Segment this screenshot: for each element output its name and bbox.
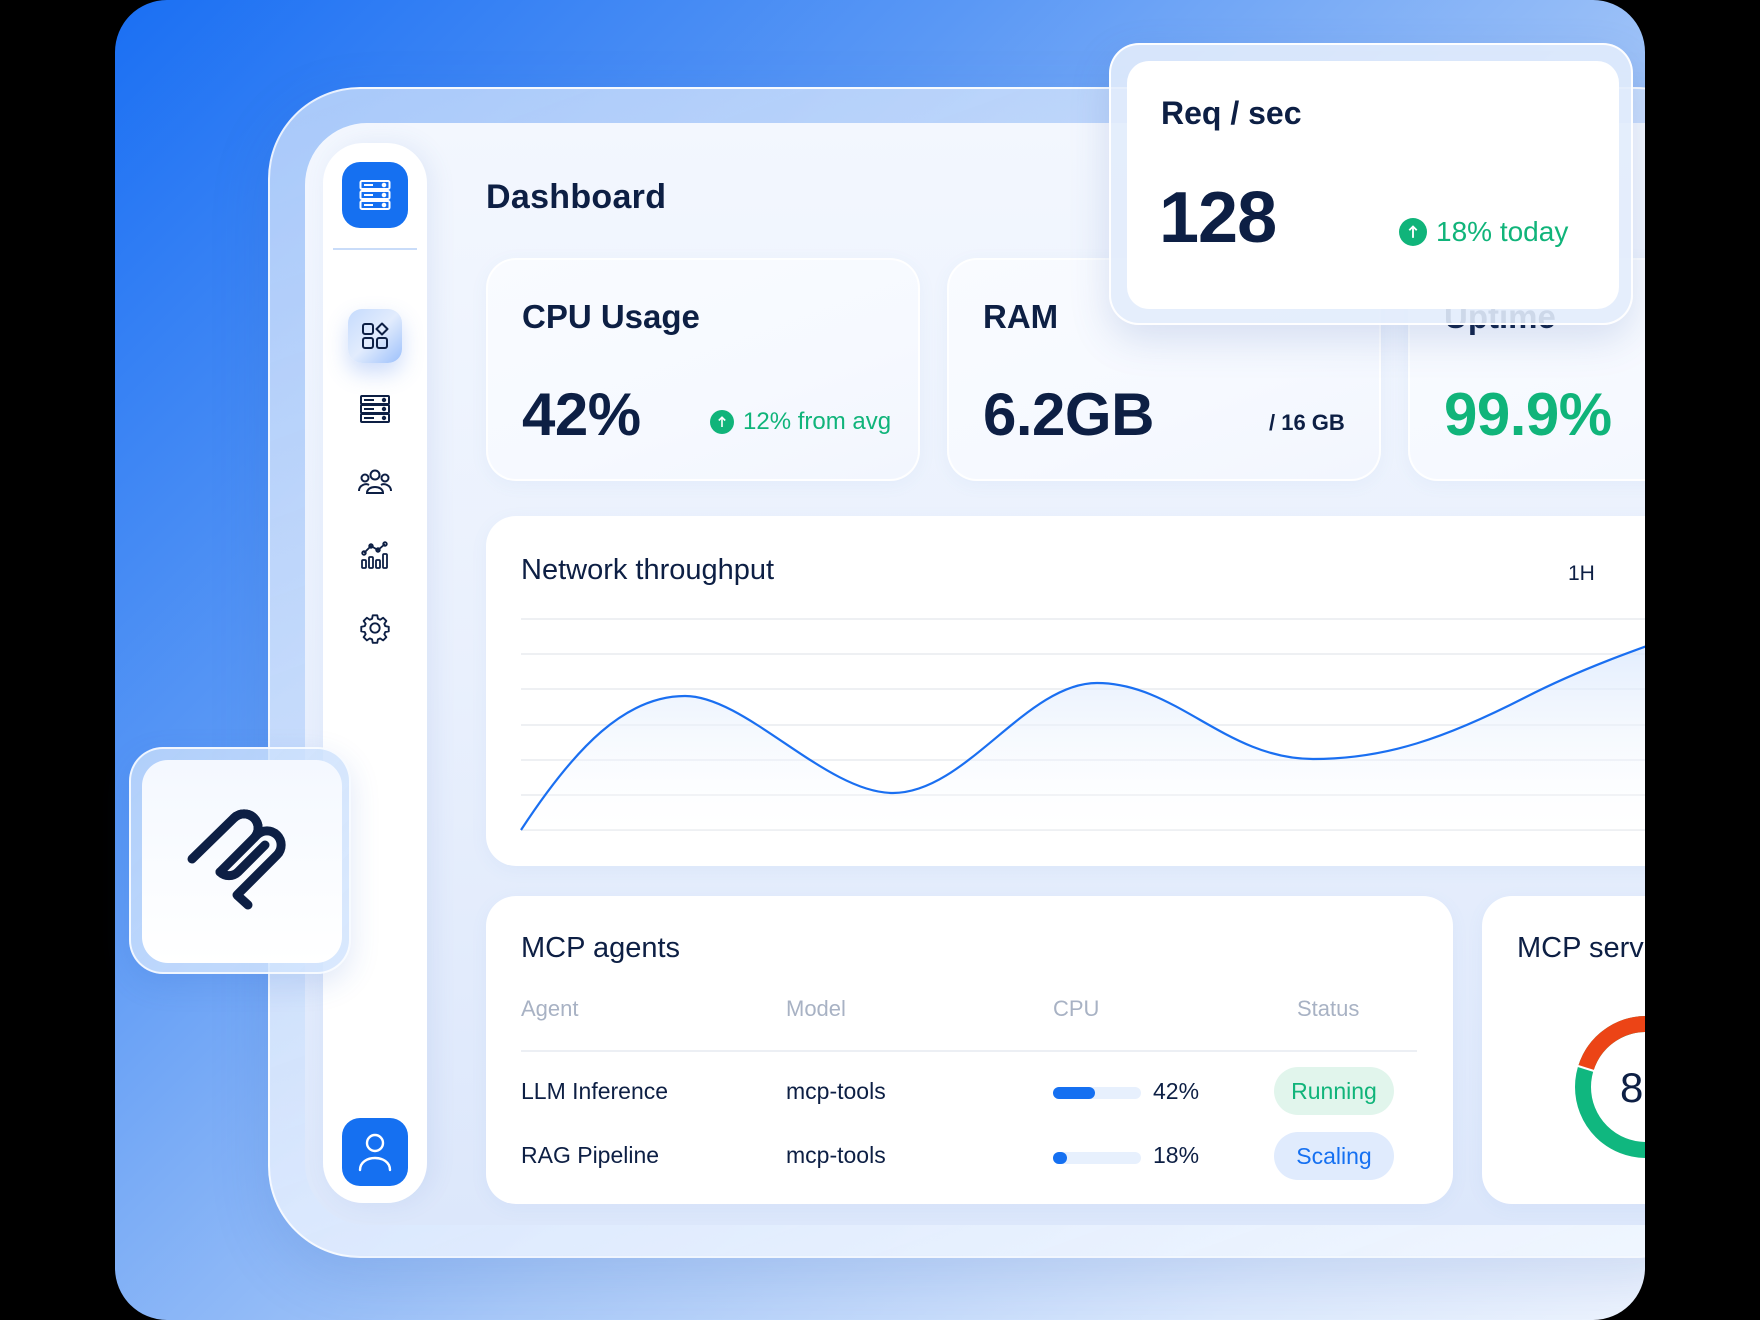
sidebar-divider [333,248,417,250]
servers-donut-chart [1575,1016,1645,1158]
app-logo-button[interactable] [342,162,408,228]
cpu-usage-card: CPU Usage 42% 12% from avg [486,258,920,481]
req-per-sec-value: 128 [1159,178,1277,258]
status-badge-running: Running [1274,1067,1394,1115]
server-stack-icon [359,180,391,210]
agent-model: mcp-tools [786,1078,886,1104]
column-header-cpu: CPU [1053,996,1100,1021]
cpu-progress-fill [1053,1087,1095,1099]
mcp-agents-title: MCP agents [521,932,681,964]
app-stage: Dashboard CPU Usage 42% 12% from avg RAM… [115,0,1645,1320]
chart-analytics-icon [361,541,388,569]
arrow-up-icon [1399,218,1427,246]
cpu-usage-delta: 12% from avg [710,408,891,436]
agent-model: mcp-tools [786,1142,886,1168]
sidebar-item-users[interactable] [348,455,402,509]
page-title: Dashboard [486,178,667,216]
sidebar-item-servers[interactable] [348,382,402,436]
sidebar [323,143,427,1203]
servers-count: 8 [1620,1064,1644,1111]
req-per-sec-card-frame: Req / sec 128 18% today [1109,43,1633,325]
sidebar-item-overview[interactable] [348,309,402,363]
agent-cpu: 18% [1153,1142,1200,1168]
user-profile-button[interactable] [342,1118,408,1186]
mcp-servers-card: MCP servers 8 [1482,896,1645,1204]
ram-value: 6.2GB [983,381,1154,448]
network-throughput-title: Network throughput [521,554,775,586]
cpu-progress-bar [1053,1152,1141,1164]
ram-total: / 16 GB [1269,410,1345,435]
mcp-servers-title: MCP servers [1517,932,1645,964]
status-badge-scaling: Scaling [1274,1132,1394,1180]
network-throughput-chart [520,618,1645,831]
column-header-status: Status [1297,996,1360,1021]
mcp-logo-icon [187,808,286,909]
req-per-sec-card: Req / sec 128 18% today [1127,61,1619,309]
agent-cpu: 42% [1153,1078,1200,1104]
cpu-progress-fill [1053,1152,1067,1164]
req-per-sec-delta: 18% today [1399,216,1568,248]
uptime-value: 99.9% [1444,381,1612,448]
arrow-up-icon [710,410,734,434]
users-group-icon [358,469,392,494]
mcp-brand-tile-frame [129,747,351,974]
cpu-usage-value: 42% [522,381,641,448]
mcp-brand-tile [142,760,342,963]
req-per-sec-delta-text: 18% today [1436,216,1569,247]
cpu-progress-bar [1053,1087,1141,1099]
cpu-usage-delta-text: 12% from avg [743,408,892,435]
throughput-line [520,645,1645,831]
req-per-sec-label: Req / sec [1161,95,1302,131]
cpu-usage-label: CPU Usage [522,298,700,335]
server-stack-icon [360,395,390,423]
ram-label: RAM [983,298,1059,335]
table-header-divider [521,1050,1417,1052]
gear-icon [360,614,390,644]
agent-name: RAG Pipeline [521,1142,660,1168]
user-icon [358,1133,392,1172]
sidebar-item-settings[interactable] [348,601,402,655]
mcp-agents-card: MCP agents Agent Model CPU Status LLM In… [486,896,1453,1204]
column-header-agent: Agent [521,996,579,1021]
sidebar-item-analytics[interactable] [348,528,402,582]
network-throughput-card: Network throughput 1H [486,516,1645,866]
agent-name: LLM Inference [521,1078,669,1104]
time-range-button[interactable]: 1H [1568,562,1595,585]
apps-grid-icon [362,322,389,349]
column-header-model: Model [786,996,846,1021]
